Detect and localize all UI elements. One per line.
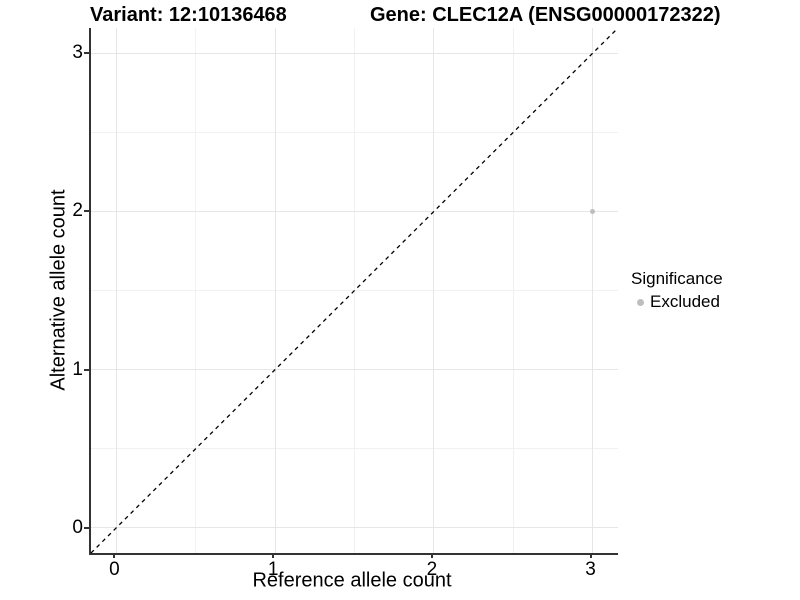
plot-panel	[89, 27, 619, 555]
y-tick-label: 3	[72, 42, 83, 64]
y-axis-tick	[84, 526, 89, 529]
x-axis-tick	[430, 553, 433, 558]
identity-line	[90, 27, 619, 554]
minor-gridline-y	[91, 448, 618, 450]
legend: Significance Excluded	[631, 269, 723, 312]
y-axis-tick	[84, 368, 89, 371]
x-axis-tick	[113, 553, 116, 558]
y-axis-tick	[84, 52, 89, 55]
legend-key-dot-icon	[637, 298, 644, 306]
y-axis-tick	[84, 210, 89, 213]
y-tick-label: 2	[72, 200, 83, 222]
major-gridline-x	[592, 28, 594, 553]
minor-gridline-y	[91, 131, 618, 133]
y-tick-label: 0	[72, 516, 83, 538]
y-tick-label: 1	[72, 358, 83, 380]
major-gridline-y	[91, 52, 618, 54]
x-axis-tick	[589, 553, 592, 558]
x-axis-tick	[272, 553, 275, 558]
x-axis-title: Reference allele count	[252, 569, 452, 592]
data-point	[590, 208, 596, 214]
x-tick-label: 1	[267, 559, 279, 580]
major-gridline-x	[115, 28, 117, 553]
x-tick-label: 3	[585, 559, 596, 580]
major-gridline-x	[433, 28, 435, 553]
variant-title: Variant: 12:10136468	[90, 4, 287, 26]
major-gridline-y	[91, 369, 618, 371]
major-gridline-y	[91, 210, 618, 212]
major-gridline-x	[274, 28, 276, 553]
major-gridline-y	[91, 527, 618, 529]
gene-title: Gene: CLEC12A (ENSG00000172322)	[370, 4, 721, 26]
x-tick-label: 0	[109, 559, 120, 580]
legend-item: Excluded	[631, 292, 723, 312]
x-tick-label: 2	[426, 559, 438, 580]
legend-item-label: Excluded	[650, 292, 720, 311]
legend-title: Significance	[631, 269, 723, 288]
